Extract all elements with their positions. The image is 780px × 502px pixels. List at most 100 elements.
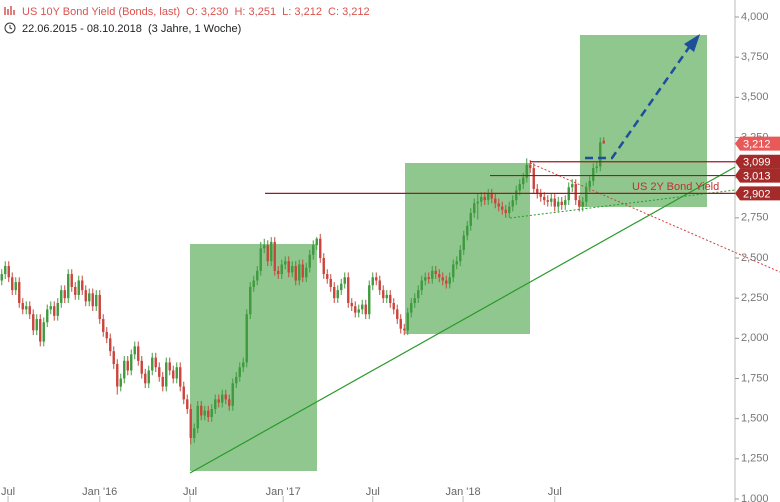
candle-body xyxy=(287,261,290,273)
candle-body xyxy=(172,370,175,379)
candle-body xyxy=(592,168,595,181)
y-tick-label: 3,750 xyxy=(741,51,769,63)
candle-body xyxy=(546,200,549,202)
candle-body xyxy=(536,188,539,194)
candle-body xyxy=(231,383,234,406)
candle-body xyxy=(550,198,553,202)
level-label: 2,902 xyxy=(743,188,771,200)
candle-body xyxy=(322,258,325,275)
candle-body xyxy=(511,200,514,207)
candle-body xyxy=(189,409,192,438)
candle-body xyxy=(399,319,402,329)
y-tick-label: 4,000 xyxy=(741,11,769,23)
y-tick-label: 2,750 xyxy=(741,212,769,224)
candle-body xyxy=(7,266,10,278)
candle-body xyxy=(333,286,336,299)
candle-body xyxy=(214,399,217,410)
candle-body xyxy=(196,405,199,429)
candle-body xyxy=(476,201,479,204)
candle-body xyxy=(469,213,472,226)
candle-body xyxy=(158,367,161,377)
title: US 10Y Bond Yield (Bonds, last) xyxy=(22,6,180,18)
candle-body xyxy=(410,302,413,313)
candle-body xyxy=(371,277,374,286)
candle-body xyxy=(207,410,210,418)
candle-body xyxy=(112,351,115,365)
y-tick-label: 1,250 xyxy=(741,453,769,465)
candle-body xyxy=(473,203,476,214)
level-tag xyxy=(735,168,780,183)
candle-body xyxy=(84,290,87,302)
candle-body xyxy=(109,338,112,352)
x-tick-label: Jul xyxy=(1,486,15,498)
candle-body xyxy=(133,346,136,355)
candle-body xyxy=(532,168,535,189)
candle-body xyxy=(490,193,493,199)
candle-body xyxy=(441,277,444,281)
candle-body xyxy=(0,274,3,281)
candle-body xyxy=(455,261,458,265)
range-box xyxy=(405,163,530,334)
candle-body xyxy=(28,306,31,315)
candle-body xyxy=(102,319,105,332)
candle-body xyxy=(494,198,497,204)
candle-body xyxy=(539,193,542,197)
candle-body xyxy=(564,200,567,205)
candle-body xyxy=(462,235,465,250)
candle-body xyxy=(298,264,301,281)
candle-body xyxy=(245,314,248,363)
candle-body xyxy=(228,399,231,406)
candle-body xyxy=(515,190,518,201)
candle-body xyxy=(378,280,381,291)
forecast-arrow xyxy=(585,45,692,160)
candle-body xyxy=(25,306,28,310)
candle-body xyxy=(434,270,437,275)
y-tick-label: 1,750 xyxy=(741,372,769,384)
candle-body xyxy=(413,298,416,303)
candle-body xyxy=(305,267,308,278)
candle-body xyxy=(249,286,252,315)
candle-body xyxy=(543,196,546,201)
candle-body xyxy=(119,378,122,387)
candle-body xyxy=(368,285,371,315)
candle-body xyxy=(459,249,462,262)
level-tag xyxy=(735,154,780,169)
candle-body xyxy=(396,309,399,320)
candle-body xyxy=(147,370,150,384)
candle-body xyxy=(588,180,591,188)
candle-body xyxy=(193,428,196,438)
range-box xyxy=(580,35,707,207)
clock-icon xyxy=(4,22,16,34)
candle-body xyxy=(294,266,297,281)
candle-body xyxy=(291,266,294,273)
candle-body xyxy=(35,319,38,331)
candle-body xyxy=(326,274,329,279)
candle-body xyxy=(154,357,157,368)
candle-body xyxy=(4,266,7,275)
candle-body xyxy=(266,245,269,262)
candle-body xyxy=(350,302,353,307)
candle-body xyxy=(53,306,56,316)
x-tick-label: Jan '17 xyxy=(266,486,301,498)
candle-body xyxy=(95,294,98,307)
candle-body xyxy=(49,306,52,310)
candle-body xyxy=(42,322,45,342)
level-tag xyxy=(735,186,780,201)
candle-body xyxy=(144,373,147,384)
candle-body xyxy=(336,290,339,299)
candle-body xyxy=(242,362,245,368)
candle-body xyxy=(518,184,521,191)
candle-body xyxy=(581,201,584,207)
candle-body xyxy=(238,367,241,377)
trend-line-dotted xyxy=(529,162,780,273)
candle-body xyxy=(438,274,441,278)
candle-body xyxy=(256,270,259,281)
candle-body xyxy=(420,280,423,291)
candle-body xyxy=(235,376,238,384)
candle-body xyxy=(560,201,563,205)
candle-body xyxy=(39,319,42,342)
clock-hand xyxy=(9,25,13,30)
candle-body xyxy=(168,362,171,371)
levels xyxy=(265,161,735,195)
